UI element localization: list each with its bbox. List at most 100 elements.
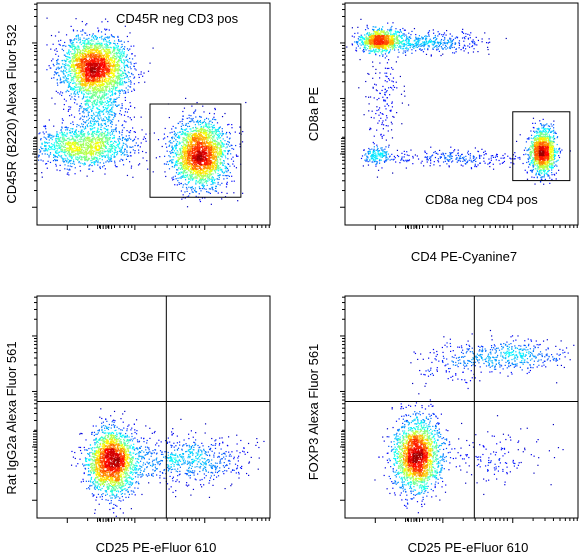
event-dot <box>183 175 185 177</box>
event-dot <box>205 132 207 134</box>
event-dot <box>130 165 133 167</box>
event-dot <box>83 135 85 137</box>
event-dot <box>199 134 202 136</box>
event-dot <box>102 109 105 111</box>
event-dot <box>61 146 63 148</box>
event-dot <box>67 110 69 112</box>
event-dot <box>97 144 99 146</box>
event-dot <box>114 92 116 94</box>
event-dot <box>69 56 71 59</box>
event-dot <box>108 50 110 52</box>
event-dot <box>127 61 129 63</box>
event-dot <box>81 34 83 36</box>
event-dot <box>117 59 120 61</box>
event-dot <box>70 106 72 108</box>
event-dot <box>87 46 89 48</box>
event-dot <box>101 102 103 105</box>
event-dot <box>94 158 96 160</box>
event-dot <box>64 54 66 56</box>
event-dot <box>79 148 81 150</box>
event-dot <box>84 83 86 85</box>
event-dot <box>103 93 105 96</box>
event-dot <box>155 157 157 159</box>
event-dot <box>85 153 87 155</box>
event-dot <box>121 43 123 46</box>
event-dot <box>68 154 70 156</box>
event-dot <box>70 61 72 63</box>
event-dot <box>183 171 185 173</box>
event-dot <box>73 139 75 141</box>
event-dot <box>108 150 110 153</box>
event-dot <box>93 117 95 119</box>
event-dot <box>109 51 111 53</box>
event-dot <box>216 138 219 140</box>
event-dot <box>211 154 213 156</box>
event-dot <box>90 151 92 154</box>
event-dot <box>82 84 84 86</box>
event-dot <box>53 135 55 137</box>
event-dot <box>190 130 192 132</box>
event-dot <box>92 153 94 155</box>
event-dot <box>74 91 76 93</box>
event-dot <box>100 98 102 101</box>
event-dot <box>129 131 131 134</box>
event-dot <box>197 127 199 129</box>
event-dot <box>98 88 100 90</box>
event-dot <box>99 102 101 105</box>
event-dot <box>79 37 81 39</box>
event-dot <box>190 135 192 137</box>
event-dot <box>94 145 97 147</box>
event-dot <box>216 145 219 147</box>
event-dot <box>91 117 93 120</box>
event-dot <box>217 129 219 131</box>
event-dot <box>64 153 66 155</box>
event-dot <box>85 144 87 146</box>
event-dot <box>53 154 55 157</box>
event-dot <box>90 144 92 146</box>
event-dot <box>122 72 125 74</box>
event-dot <box>95 94 98 96</box>
event-dot <box>188 178 190 181</box>
event-dot <box>116 54 118 56</box>
event-dot <box>73 60 75 62</box>
event-dot <box>99 128 102 131</box>
event-dot <box>202 175 204 177</box>
event-dot <box>184 156 186 158</box>
event-dot <box>203 188 205 190</box>
event-dot <box>84 127 86 129</box>
event-dot <box>75 76 77 78</box>
event-dot <box>83 121 85 123</box>
event-dot <box>86 101 88 103</box>
event-dot <box>89 49 92 51</box>
event-dot <box>107 113 109 115</box>
event-dot <box>72 59 74 61</box>
event-dot <box>95 36 97 38</box>
event-dot <box>109 116 111 118</box>
event-dot <box>102 90 104 92</box>
event-dot <box>186 141 188 143</box>
event-dot <box>106 73 108 75</box>
event-dot <box>82 42 84 44</box>
event-dot <box>93 81 95 84</box>
event-dot <box>75 93 77 95</box>
event-dot <box>205 138 207 140</box>
event-dot <box>105 85 107 87</box>
event-dot <box>200 121 202 123</box>
event-dot <box>185 157 187 159</box>
event-dot <box>91 96 93 98</box>
event-dot <box>45 147 47 149</box>
event-dot <box>202 176 204 179</box>
event-dot <box>119 69 121 72</box>
event-dot <box>74 140 76 142</box>
event-dot <box>113 36 115 38</box>
event-dot <box>64 154 66 156</box>
event-dot <box>175 139 177 141</box>
event-dot <box>57 66 59 68</box>
event-dot <box>109 63 111 65</box>
event-dot <box>96 52 98 54</box>
event-dot <box>77 158 79 160</box>
event-dot <box>107 102 109 104</box>
event-dot <box>200 131 202 134</box>
event-dot <box>104 104 106 106</box>
event-dot <box>116 166 118 168</box>
